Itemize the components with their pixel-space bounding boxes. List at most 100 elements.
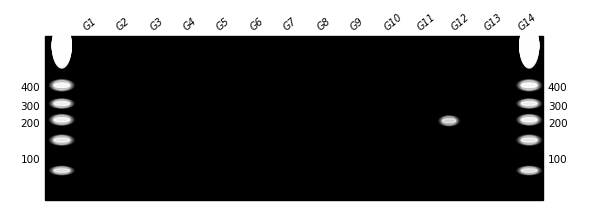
Ellipse shape <box>50 136 73 145</box>
Ellipse shape <box>519 167 539 175</box>
Ellipse shape <box>51 136 73 145</box>
Ellipse shape <box>521 100 538 108</box>
Ellipse shape <box>520 29 539 64</box>
Text: G7: G7 <box>282 16 299 32</box>
Ellipse shape <box>52 31 71 62</box>
Ellipse shape <box>520 167 539 175</box>
Text: G5: G5 <box>215 16 232 32</box>
Ellipse shape <box>520 116 538 125</box>
Ellipse shape <box>518 166 541 175</box>
Ellipse shape <box>518 100 540 108</box>
Ellipse shape <box>520 44 539 49</box>
Ellipse shape <box>52 42 71 51</box>
Ellipse shape <box>52 116 71 125</box>
Ellipse shape <box>52 136 72 145</box>
Ellipse shape <box>52 136 71 145</box>
Ellipse shape <box>520 25 539 67</box>
Ellipse shape <box>521 38 537 51</box>
Text: G6: G6 <box>248 16 265 32</box>
Ellipse shape <box>52 29 71 64</box>
Ellipse shape <box>521 167 537 174</box>
Text: G3: G3 <box>148 16 165 32</box>
Ellipse shape <box>54 82 70 90</box>
Ellipse shape <box>520 40 539 53</box>
Ellipse shape <box>440 117 458 126</box>
Text: 400: 400 <box>548 83 568 93</box>
Ellipse shape <box>52 100 71 108</box>
Ellipse shape <box>52 81 71 91</box>
Ellipse shape <box>520 81 539 91</box>
Text: 400: 400 <box>20 83 40 93</box>
Ellipse shape <box>441 117 457 125</box>
Ellipse shape <box>54 137 70 144</box>
Text: G11: G11 <box>416 12 437 32</box>
Ellipse shape <box>52 39 71 54</box>
Ellipse shape <box>54 38 70 51</box>
Ellipse shape <box>53 81 70 90</box>
Ellipse shape <box>53 136 71 145</box>
Ellipse shape <box>54 83 70 88</box>
Ellipse shape <box>440 116 458 126</box>
Ellipse shape <box>52 36 71 56</box>
Ellipse shape <box>53 136 70 144</box>
Text: G8: G8 <box>315 16 332 32</box>
Ellipse shape <box>518 167 540 175</box>
Ellipse shape <box>521 138 537 142</box>
Text: G4: G4 <box>181 16 199 32</box>
Ellipse shape <box>519 136 539 145</box>
Ellipse shape <box>52 33 71 60</box>
Ellipse shape <box>54 102 70 106</box>
Ellipse shape <box>53 116 71 125</box>
Ellipse shape <box>53 116 70 124</box>
Ellipse shape <box>52 40 71 53</box>
Ellipse shape <box>52 24 71 69</box>
Ellipse shape <box>520 24 539 69</box>
Ellipse shape <box>53 100 71 108</box>
Ellipse shape <box>520 81 539 91</box>
Text: G13: G13 <box>482 12 504 32</box>
Ellipse shape <box>521 167 538 174</box>
Ellipse shape <box>521 101 537 107</box>
Ellipse shape <box>517 115 541 126</box>
Text: 100: 100 <box>548 155 568 165</box>
Ellipse shape <box>518 80 541 91</box>
Ellipse shape <box>54 101 70 107</box>
Text: 200: 200 <box>548 118 568 128</box>
Ellipse shape <box>521 83 537 88</box>
Ellipse shape <box>520 32 539 61</box>
Ellipse shape <box>50 166 73 175</box>
Ellipse shape <box>517 80 541 92</box>
Ellipse shape <box>521 169 537 173</box>
Ellipse shape <box>50 115 74 126</box>
Ellipse shape <box>518 115 540 125</box>
Ellipse shape <box>520 26 539 66</box>
Ellipse shape <box>53 81 71 90</box>
Ellipse shape <box>520 136 538 145</box>
Ellipse shape <box>54 118 70 122</box>
Ellipse shape <box>442 117 455 125</box>
Ellipse shape <box>520 167 539 174</box>
Ellipse shape <box>520 27 539 65</box>
Text: G1: G1 <box>81 16 98 32</box>
Ellipse shape <box>52 27 71 65</box>
Ellipse shape <box>520 116 539 125</box>
Ellipse shape <box>52 30 71 63</box>
Ellipse shape <box>520 116 539 125</box>
Ellipse shape <box>50 99 74 109</box>
Ellipse shape <box>519 115 539 125</box>
Text: 300: 300 <box>548 101 568 111</box>
Ellipse shape <box>518 136 541 145</box>
Ellipse shape <box>520 43 539 50</box>
Ellipse shape <box>50 115 73 125</box>
Ellipse shape <box>442 117 457 125</box>
Ellipse shape <box>521 82 537 90</box>
Text: G12: G12 <box>449 12 471 32</box>
Bar <box>45 36 543 200</box>
Text: G10: G10 <box>382 12 404 32</box>
Ellipse shape <box>520 41 539 52</box>
Ellipse shape <box>518 81 540 91</box>
Ellipse shape <box>518 99 541 109</box>
Ellipse shape <box>52 34 71 59</box>
Ellipse shape <box>52 115 72 125</box>
Ellipse shape <box>50 80 73 91</box>
